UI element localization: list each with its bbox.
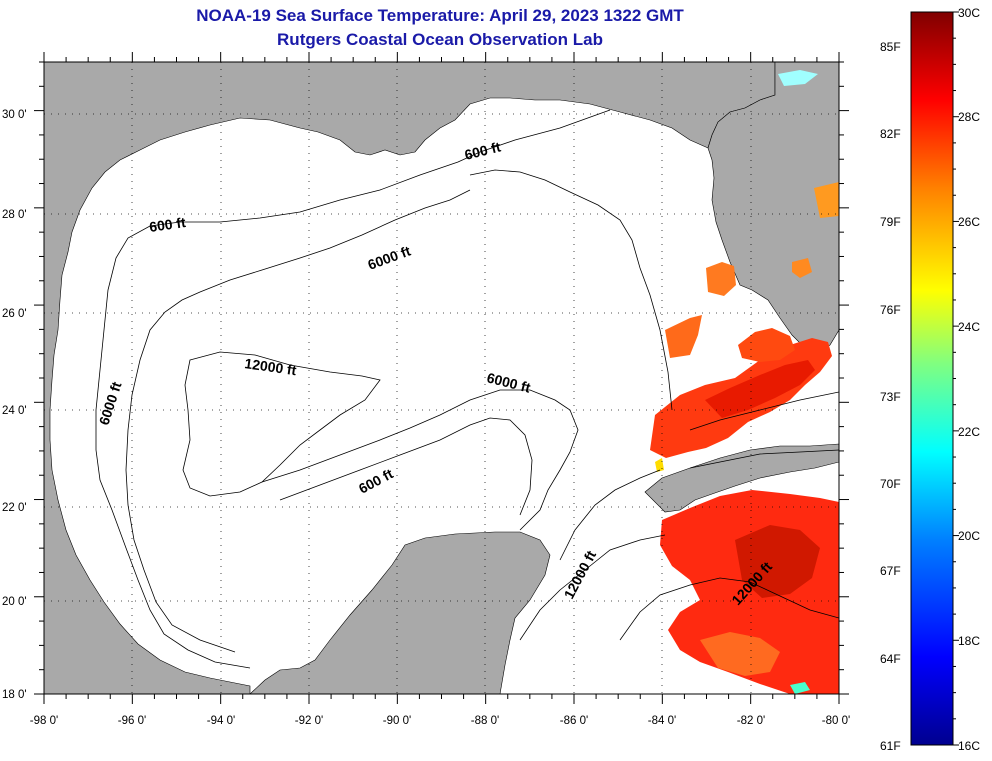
x-tick-label: -88 0' [471, 715, 499, 727]
colorbar-f-label: 67F [880, 564, 901, 578]
y-axis-labels: 30 0' 28 0' 26 0' 24 0' 22 0' 20 0' 18 0… [2, 109, 27, 701]
map-subtitle: Rutgers Coastal Ocean Observation Lab [277, 30, 603, 49]
isobath-label: 600 ft [148, 214, 187, 235]
colorbar-f-label: 64F [880, 652, 901, 666]
colorbar-c-label: 18C [958, 634, 980, 648]
yucatan-land [249, 531, 551, 694]
x-tick-label: -80 0' [822, 715, 850, 727]
axis-ticks [34, 52, 849, 704]
x-tick-label: -82 0' [737, 715, 765, 727]
colorbar-c-label: 30C [958, 6, 980, 20]
colorbar-c-label: 22C [958, 425, 980, 439]
colorbar-c-label: 28C [958, 110, 980, 124]
colorbar-f-label: 73F [880, 390, 901, 404]
x-tick-label: -98 0' [30, 715, 58, 727]
x-tick-label: -96 0' [118, 715, 146, 727]
graticule-grid [44, 62, 839, 694]
y-tick-label: 26 0' [2, 308, 27, 320]
y-tick-label: 24 0' [2, 405, 27, 417]
colorbar-c-label: 16C [958, 739, 980, 753]
x-tick-label: -90 0' [383, 715, 411, 727]
colorbar-f-label: 76F [880, 303, 901, 317]
colorbar-c-label: 26C [958, 215, 980, 229]
colorbar-c-label: 24C [958, 320, 980, 334]
map-title: NOAA-19 Sea Surface Temperature: April 2… [196, 6, 684, 25]
y-tick-label: 20 0' [2, 596, 27, 608]
cuba-land [644, 443, 839, 513]
x-axis-labels: -98 0' -96 0' -94 0' -92 0' -90 0' -88 0… [30, 715, 850, 727]
temperature-colorbar: 85F 82F 79F 76F 73F 70F 67F 64F 61F 30C … [880, 6, 980, 753]
colorbar-c-label: 20C [958, 529, 980, 543]
us-gulf-coast-land [44, 62, 776, 694]
x-tick-label: -94 0' [207, 715, 235, 727]
isobath-contours [95, 109, 839, 669]
x-tick-label: -92 0' [295, 715, 323, 727]
x-tick-label: -84 0' [648, 715, 676, 727]
sst-observations [650, 70, 839, 694]
y-tick-label: 18 0' [2, 689, 27, 701]
colorbar-f-label: 82F [880, 127, 901, 141]
y-tick-label: 28 0' [2, 209, 27, 221]
colorbar-f-label: 79F [880, 215, 901, 229]
x-tick-label: -86 0' [560, 715, 588, 727]
colorbar-gradient [910, 11, 954, 746]
isobath-label: 12000 ft [244, 355, 298, 378]
colorbar-f-label: 61F [880, 739, 901, 753]
colorbar-f-label: 70F [880, 477, 901, 491]
colorbar-f-label: 85F [880, 40, 901, 54]
y-tick-label: 30 0' [2, 109, 27, 121]
y-tick-label: 22 0' [2, 502, 27, 514]
